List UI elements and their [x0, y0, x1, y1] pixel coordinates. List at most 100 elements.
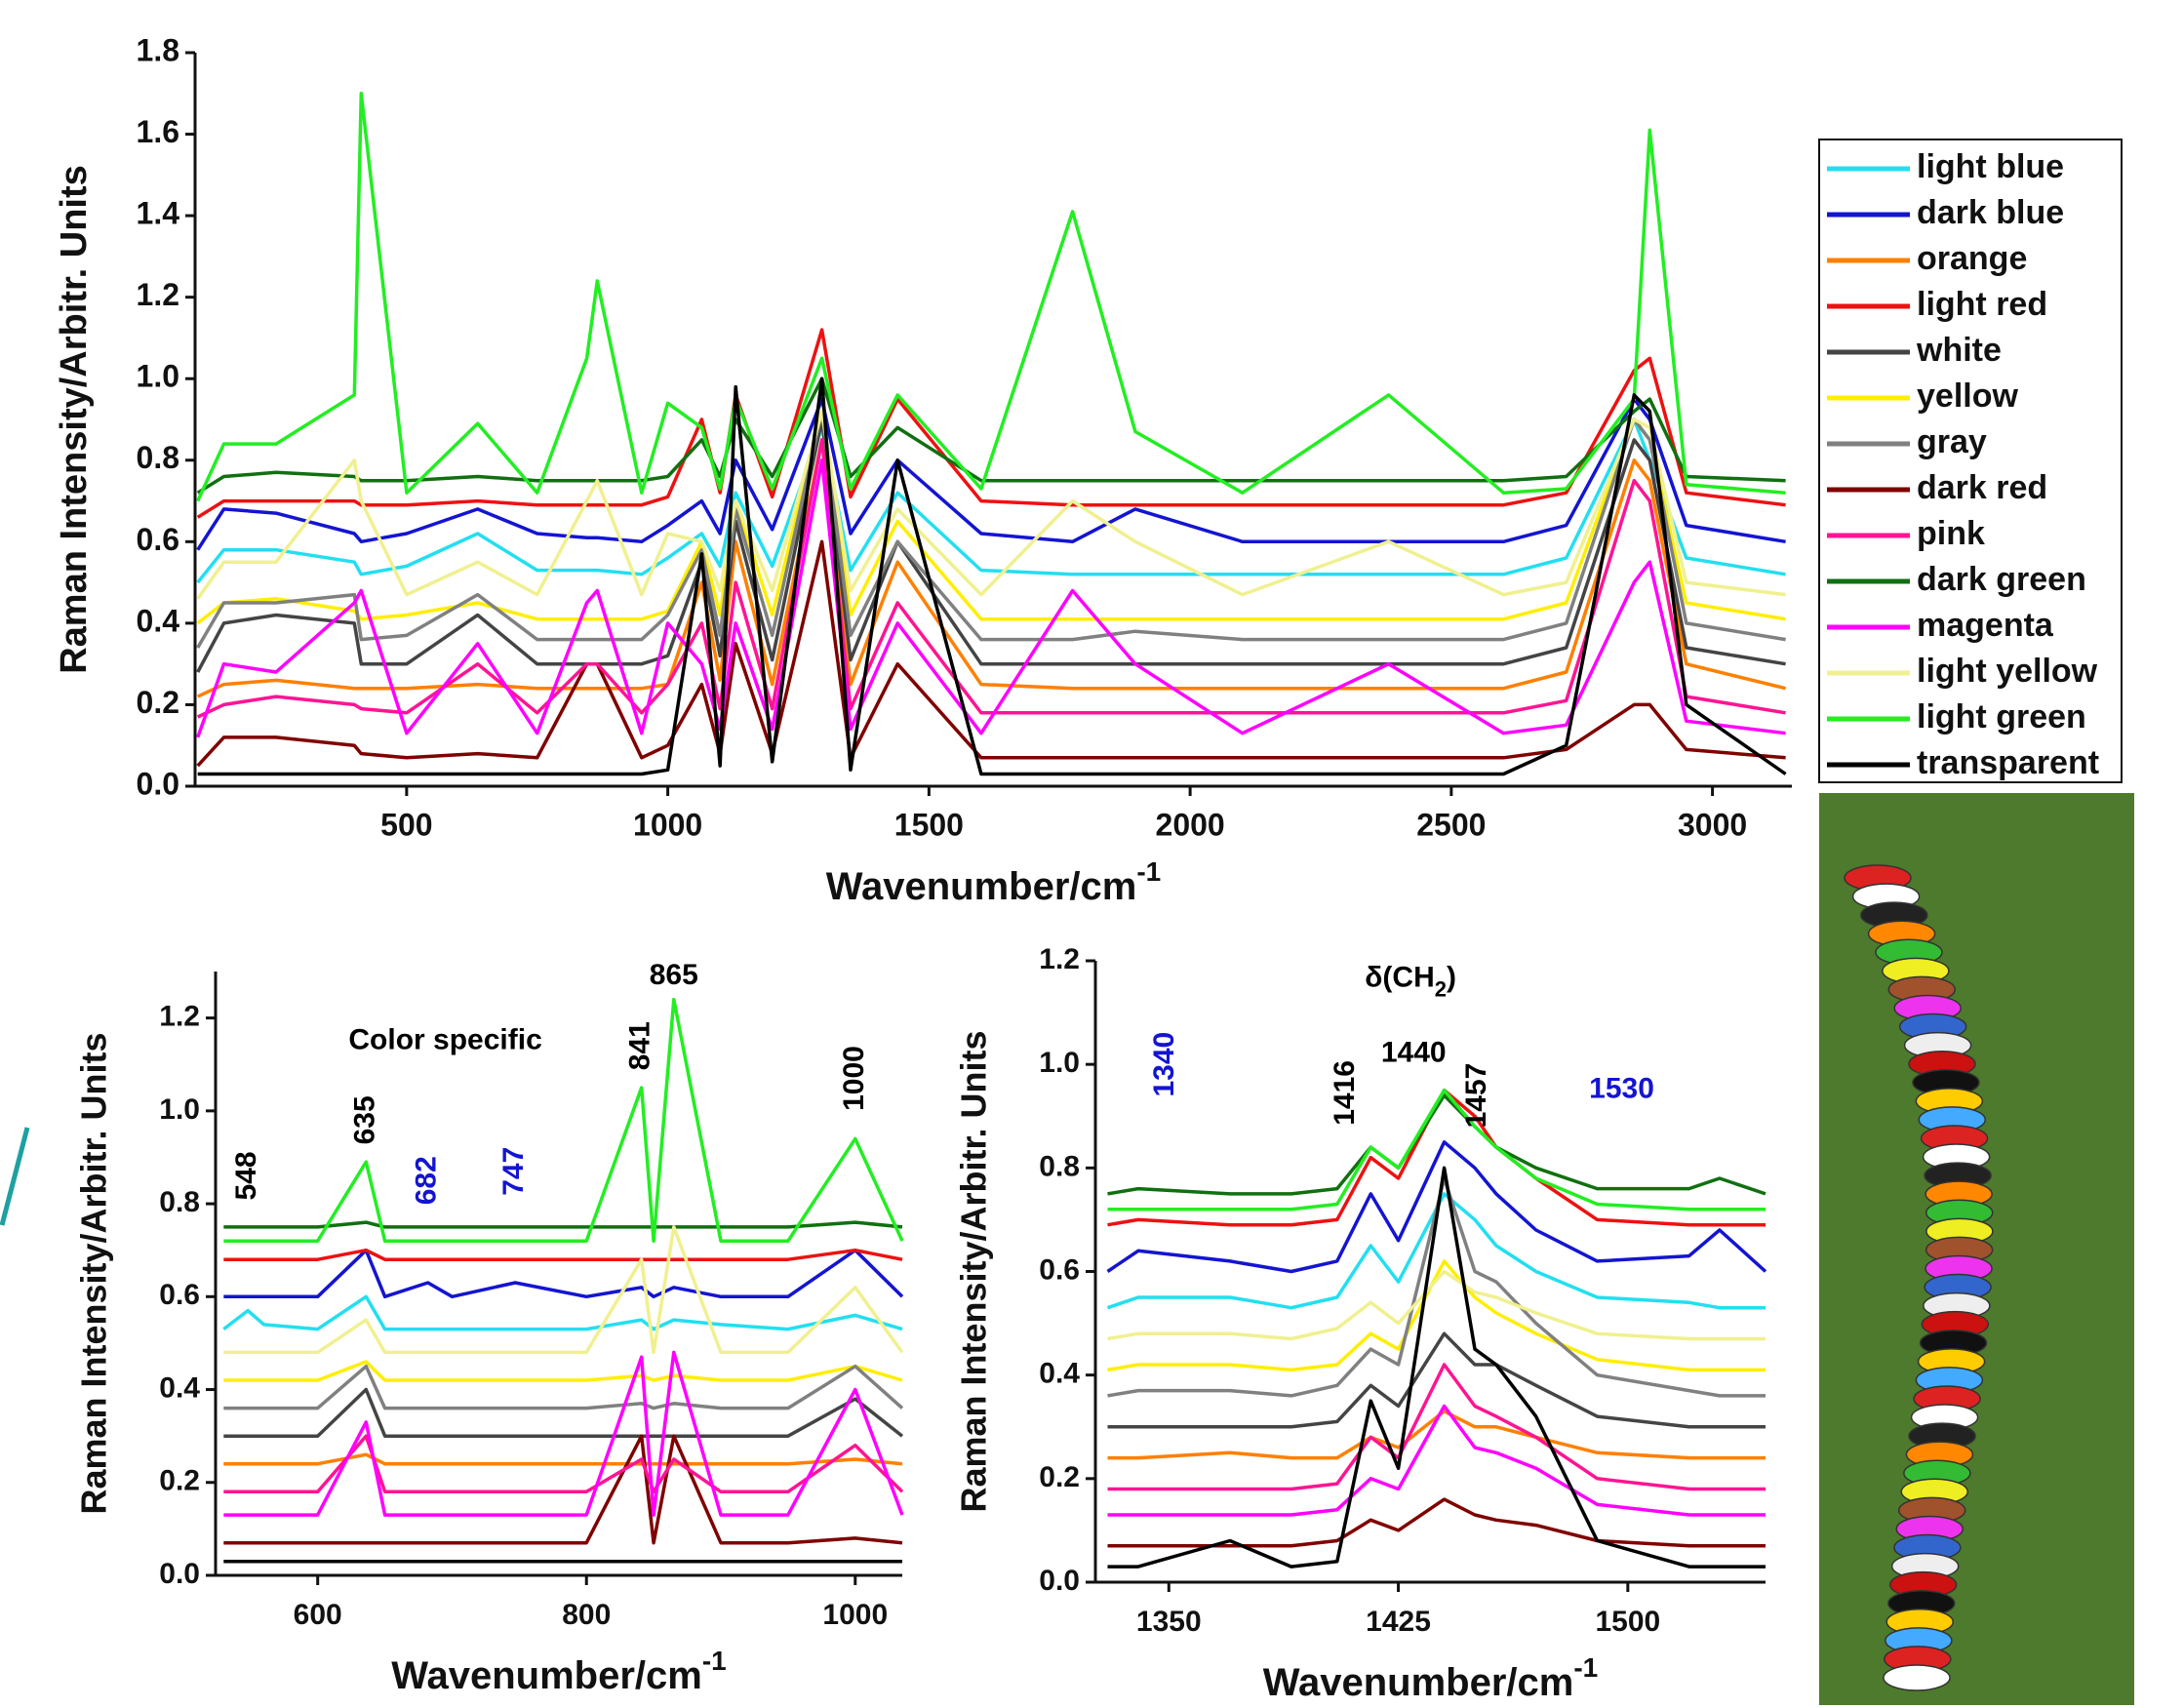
y-tick-label: 1.8: [137, 32, 179, 67]
spectrum-line: [1107, 1259, 1766, 1372]
legend-label: pink: [1917, 515, 1985, 552]
y-axis-title: Raman Intensity/Arbitr. Units: [74, 1032, 114, 1514]
spectrum-line: [1107, 1088, 1766, 1211]
y-tick-label: 0.8: [137, 440, 179, 475]
spectrum-line: [223, 1350, 904, 1517]
spectrum-line: [1107, 1093, 1766, 1196]
y-tick-label: 0.0: [137, 766, 179, 801]
photo-caps: [1844, 864, 1994, 1691]
y-tick-label: 0.4: [137, 603, 180, 638]
peak-label: 1340: [1148, 1032, 1180, 1097]
x-tick-label: 600: [294, 1599, 342, 1631]
peak-label: 1440: [1381, 1036, 1447, 1068]
spectrum-line: [1107, 1497, 1766, 1548]
peak-label-text: 865: [650, 959, 698, 991]
peak-label: δ(CH2): [1365, 962, 1456, 1002]
spectrum-line: [223, 1225, 904, 1355]
peak-label: 1416: [1329, 1060, 1361, 1126]
peak-label-text: 747: [497, 1147, 530, 1196]
y-tick-label: 0.2: [137, 685, 179, 720]
y-axis-title: Raman Intensity/Arbitr. Units: [954, 1030, 994, 1512]
x-tick-label: 3000: [1678, 807, 1747, 842]
spectrum-line: [1107, 1331, 1766, 1429]
y-tick-label: 0.2: [159, 1465, 200, 1497]
spectrum-line: [1107, 1363, 1766, 1491]
y-tick-label: 1.4: [137, 196, 180, 231]
peak-label-text: 1340: [1148, 1032, 1180, 1097]
spectrum-line: [223, 1364, 904, 1410]
spectrum-line: [223, 1434, 903, 1545]
peak-label-text: 1530: [1589, 1073, 1654, 1105]
peak-label-text: 1416: [1329, 1060, 1361, 1126]
spectrum-line: [196, 377, 1786, 495]
spectrum-line: [223, 1387, 904, 1438]
x-tick-label: 1350: [1136, 1606, 1202, 1638]
spectrum-line: [196, 438, 1787, 698]
spectrum-line: [1107, 1410, 1766, 1460]
spectrum-line: [1107, 1404, 1766, 1517]
x-axis-title: Wavenumber/cm-1: [1263, 1652, 1599, 1704]
peak-label-text: 1000: [838, 1046, 870, 1111]
x-tick-label: 500: [380, 807, 432, 842]
legend-label: gray: [1917, 423, 1987, 460]
spectrum-line: [1107, 1166, 1766, 1569]
spectrum-line: [223, 1360, 903, 1382]
legend-label: light red: [1917, 286, 2047, 323]
spectrum-line: [223, 1434, 904, 1494]
x-axis-title-text: Wavenumber/cm: [391, 1654, 702, 1697]
peak-label-text: δ(CH: [1365, 962, 1435, 994]
y-tick-label: 0.8: [159, 1186, 200, 1218]
x-axis-title-text: Wavenumber/cm: [1263, 1661, 1574, 1704]
legend-label: dark blue: [1917, 194, 2064, 231]
y-tick-label: 1.0: [137, 359, 179, 394]
peak-label: 865: [650, 959, 698, 991]
x-axis-title-sup: -1: [1573, 1652, 1598, 1683]
peak-label-sub: 2: [1435, 977, 1447, 1002]
y-tick-label: 0.6: [159, 1279, 200, 1311]
legend-label: orange: [1917, 240, 2027, 277]
spectrum-line: [196, 397, 1786, 551]
spectrum-line: [1106, 1192, 1766, 1310]
peak-label: 1530: [1589, 1073, 1654, 1105]
peak-label-text: 1457: [1460, 1063, 1492, 1129]
legend-label: dark red: [1917, 469, 2047, 506]
spectrum-line: [1107, 1269, 1766, 1341]
spectrum-line: [1106, 1140, 1767, 1274]
spectrum-line: [223, 1220, 903, 1229]
x-tick-label: 1500: [1595, 1606, 1660, 1638]
peak-label-text: 548: [230, 1151, 262, 1200]
y-tick-label: 1.2: [137, 277, 179, 312]
y-tick-label: 0.6: [1039, 1253, 1080, 1286]
y-axis-title: Raman Intensity/Arbitr. Units: [54, 165, 95, 674]
spectrum-line: [196, 458, 1786, 738]
x-tick-label: 800: [562, 1599, 611, 1631]
spectrum-line: [197, 377, 1787, 776]
peak-label-tail: ): [1447, 962, 1456, 994]
spectrum-line: [222, 1294, 903, 1331]
peak-label: 635: [348, 1095, 380, 1144]
decorative-stroke: [0, 1127, 30, 1226]
legend-label: light green: [1917, 698, 2086, 735]
y-tick-label: 1.6: [137, 114, 179, 149]
peak-label: 682: [411, 1156, 443, 1205]
peak-label-text: Color specific: [348, 1023, 541, 1055]
legend-label: yellow: [1917, 377, 2018, 415]
x-axis-title: Wavenumber/cm-1: [826, 856, 1162, 908]
x-tick-label: 2000: [1156, 807, 1225, 842]
y-tick-label: 1.0: [1039, 1047, 1080, 1079]
peak-label-text: 635: [348, 1095, 380, 1144]
y-tick-label: 1.2: [159, 1001, 200, 1033]
x-tick-label: 2500: [1416, 807, 1486, 842]
x-axis-title: Wavenumber/cm-1: [391, 1646, 727, 1697]
y-tick-label: 0.6: [137, 522, 179, 557]
bottle-cap: [1883, 1664, 1951, 1691]
peak-label-text: 841: [624, 1021, 656, 1070]
x-tick-label: 1425: [1366, 1606, 1431, 1638]
y-tick-label: 1.0: [159, 1093, 200, 1126]
legend-label: dark green: [1917, 561, 2086, 598]
legend-label: white: [1916, 332, 2002, 369]
y-tick-label: 0.0: [159, 1558, 200, 1590]
peak-label: 841: [624, 1021, 656, 1070]
legend-label: magenta: [1917, 607, 2054, 644]
